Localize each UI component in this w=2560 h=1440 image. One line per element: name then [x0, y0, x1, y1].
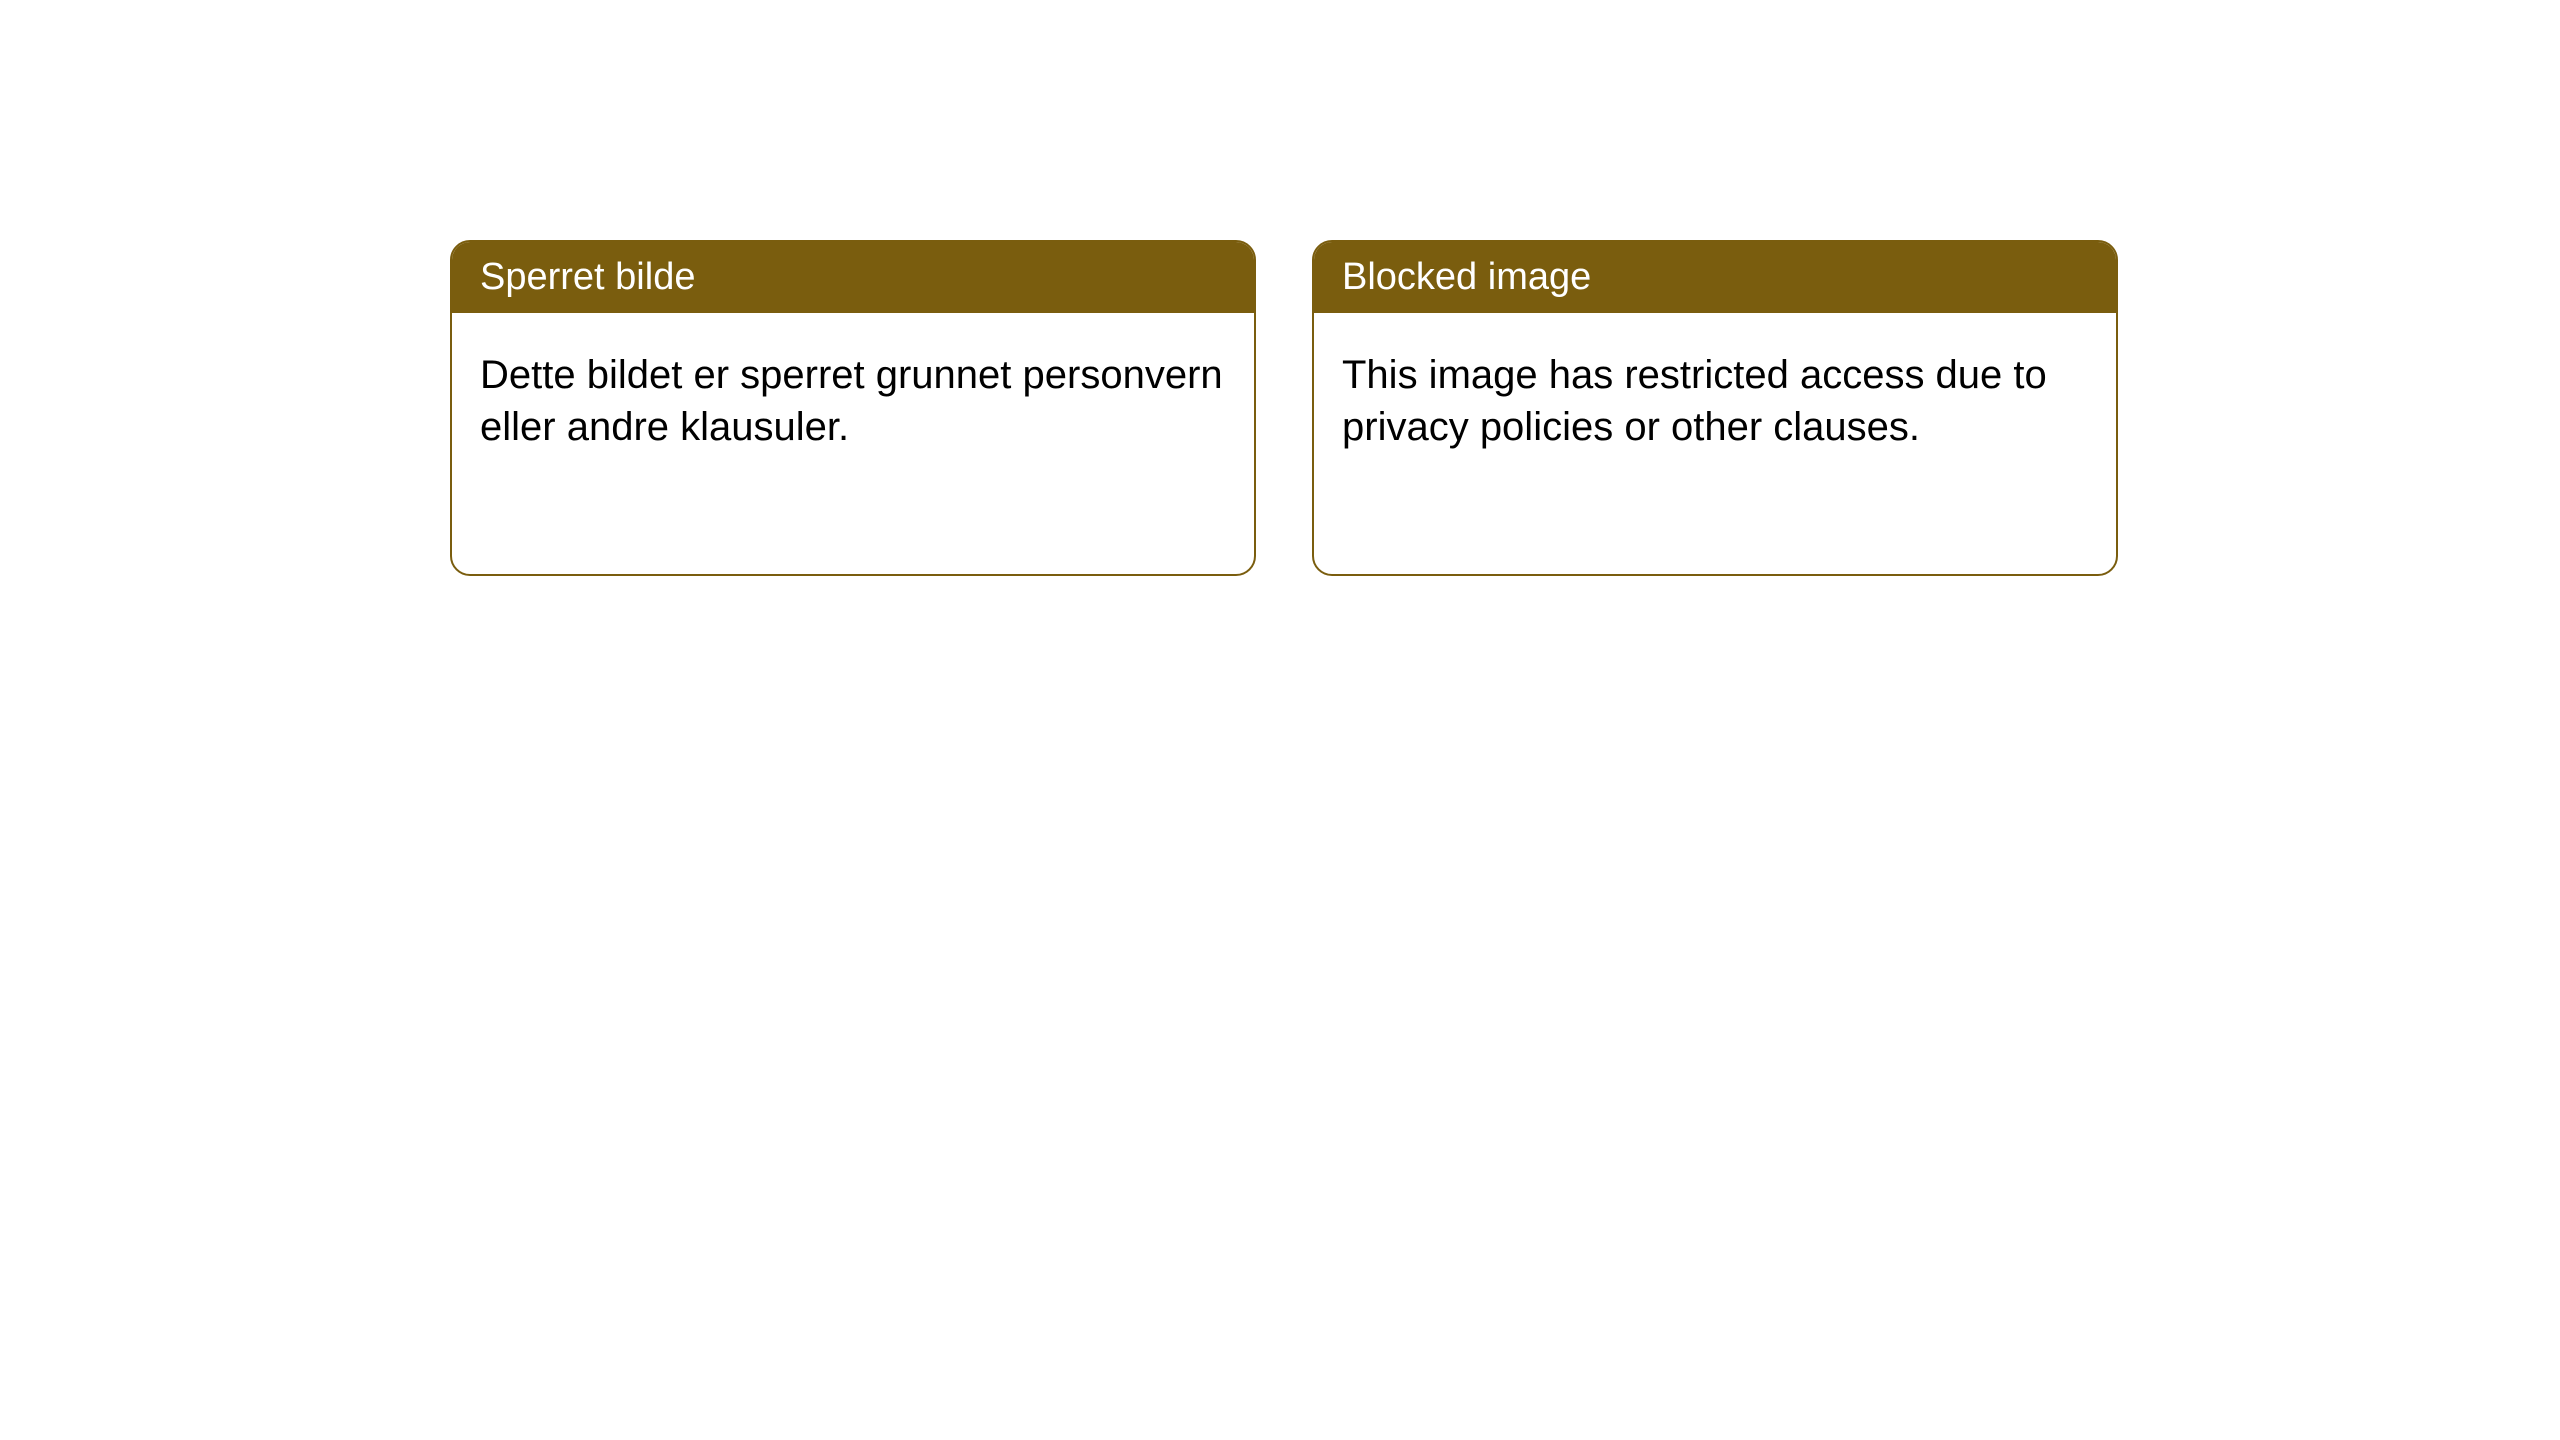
card-header: Blocked image	[1314, 242, 2116, 313]
card-header: Sperret bilde	[452, 242, 1254, 313]
card-body: This image has restricted access due to …	[1314, 313, 2116, 489]
card-body: Dette bildet er sperret grunnet personve…	[452, 313, 1254, 489]
card-header-text: Sperret bilde	[480, 256, 695, 298]
notice-card-norwegian: Sperret bilde Dette bildet er sperret gr…	[450, 240, 1256, 576]
card-body-text: This image has restricted access due to …	[1342, 353, 2047, 449]
card-header-text: Blocked image	[1342, 256, 1591, 298]
notice-cards-container: Sperret bilde Dette bildet er sperret gr…	[450, 240, 2118, 576]
card-body-text: Dette bildet er sperret grunnet personve…	[480, 353, 1223, 449]
notice-card-english: Blocked image This image has restricted …	[1312, 240, 2118, 576]
